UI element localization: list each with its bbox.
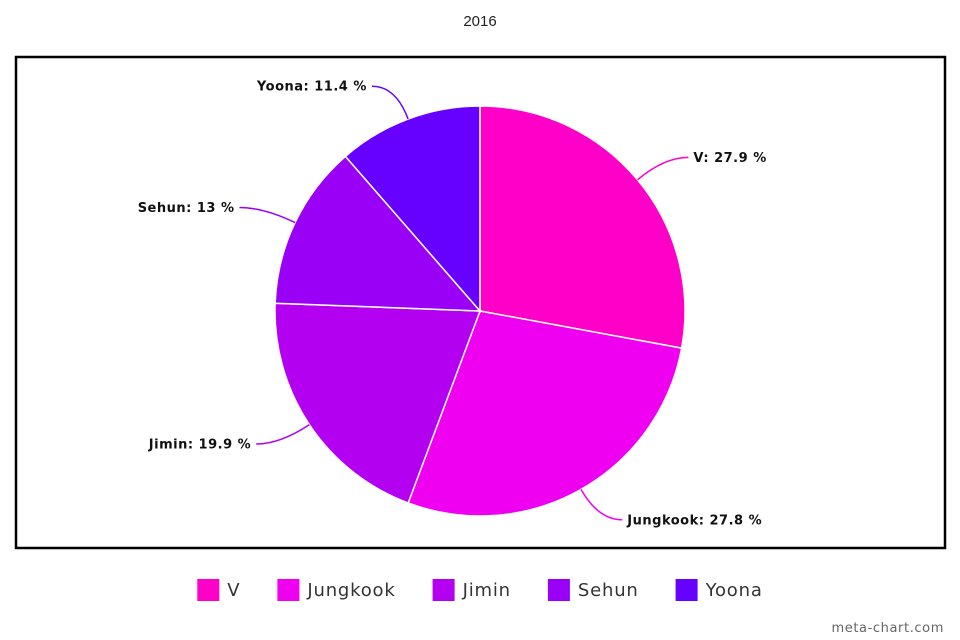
legend-item-yoona[interactable]: Yoona	[675, 579, 763, 601]
legend-label-jimin: Jimin	[462, 580, 511, 601]
pie-slice-v	[479, 105, 686, 350]
leader-line-jungkook	[580, 489, 623, 521]
leader-line-v	[637, 156, 689, 181]
pie-slice-yoona	[344, 105, 481, 314]
pie-slice-sehun	[274, 155, 482, 312]
data-label-v: V: 27.9 %	[693, 151, 766, 166]
data-labels: V: 27.9 % Jungkook: 27.8 % Jimin: 19.9 % Se…	[138, 80, 767, 529]
data-label-jungkook: Jungkook: 27.8 %	[626, 513, 762, 528]
legend-item-sehun[interactable]: Sehun	[547, 579, 639, 601]
legend-label-yoona: Yoona	[705, 580, 763, 601]
legend-label-v: V	[227, 580, 240, 601]
data-label-sehun: Sehun: 13 %	[138, 201, 235, 216]
legend-item-v[interactable]: V	[197, 579, 240, 601]
leader-line-jimin	[256, 423, 310, 445]
data-label-jimin: Jimin: 19.9 %	[148, 438, 251, 453]
legend-item-jungkook[interactable]: Jungkook	[277, 579, 395, 601]
legend-swatch-yoona	[675, 579, 698, 601]
chart-title: 2016	[463, 13, 496, 30]
legend: V Jungkook Jimin Sehun Yoona	[197, 579, 762, 601]
legend-item-jimin[interactable]: Jimin	[432, 579, 511, 601]
legend-swatch-jungkook	[277, 579, 300, 601]
pie-slices	[274, 105, 686, 517]
leader-line-sehun	[239, 206, 296, 224]
legend-swatch-jimin	[432, 579, 455, 601]
legend-swatch-sehun	[547, 579, 570, 601]
pie-slice-jungkook	[407, 310, 683, 517]
label-leader-lines	[239, 85, 689, 521]
watermark-text: meta-chart.com	[831, 621, 944, 636]
legend-swatch-v	[197, 579, 220, 601]
leader-line-yoona	[371, 85, 409, 120]
legend-label-sehun: Sehun	[578, 580, 639, 601]
legend-label-jungkook: Jungkook	[306, 580, 395, 601]
data-label-yoona: Yoona: 11.4 %	[256, 80, 367, 95]
